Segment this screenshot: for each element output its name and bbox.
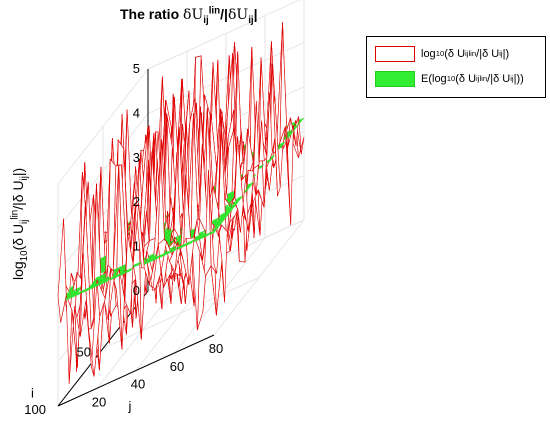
y-tick-label: 50 xyxy=(77,345,91,360)
tick-labels: 0 1 2 3 4 5 20 40 60 80 50 100 j i xyxy=(24,61,223,417)
surface-plot xyxy=(57,22,305,384)
chart-title: The ratio δUijlin/|δUij| xyxy=(120,5,258,26)
z-tick-label: 3 xyxy=(133,150,140,165)
y-tick-label: 100 xyxy=(24,402,46,417)
x-tick-label: 20 xyxy=(92,394,106,409)
x-tick-label: 60 xyxy=(170,359,184,374)
x-axis-label: j xyxy=(128,399,132,414)
surface-patch xyxy=(57,218,67,323)
z-axis-label: log10(δ Uijlin/|δ Uij|) xyxy=(9,167,30,280)
y-axis-label: i xyxy=(31,385,34,400)
z-tick-label: 5 xyxy=(133,61,140,76)
grid-line xyxy=(102,277,260,349)
z-tick-label: 0 xyxy=(133,283,140,298)
x-tick-label: 40 xyxy=(131,377,145,392)
z-tick-label: 2 xyxy=(133,194,140,209)
z-tick-label: 4 xyxy=(133,105,140,120)
legend-swatch-mean xyxy=(375,71,415,87)
x-tick-label: 80 xyxy=(209,341,223,356)
x-axis-line xyxy=(57,334,215,407)
legend-swatch-series xyxy=(375,46,415,62)
z-tick-label: 1 xyxy=(133,239,140,254)
